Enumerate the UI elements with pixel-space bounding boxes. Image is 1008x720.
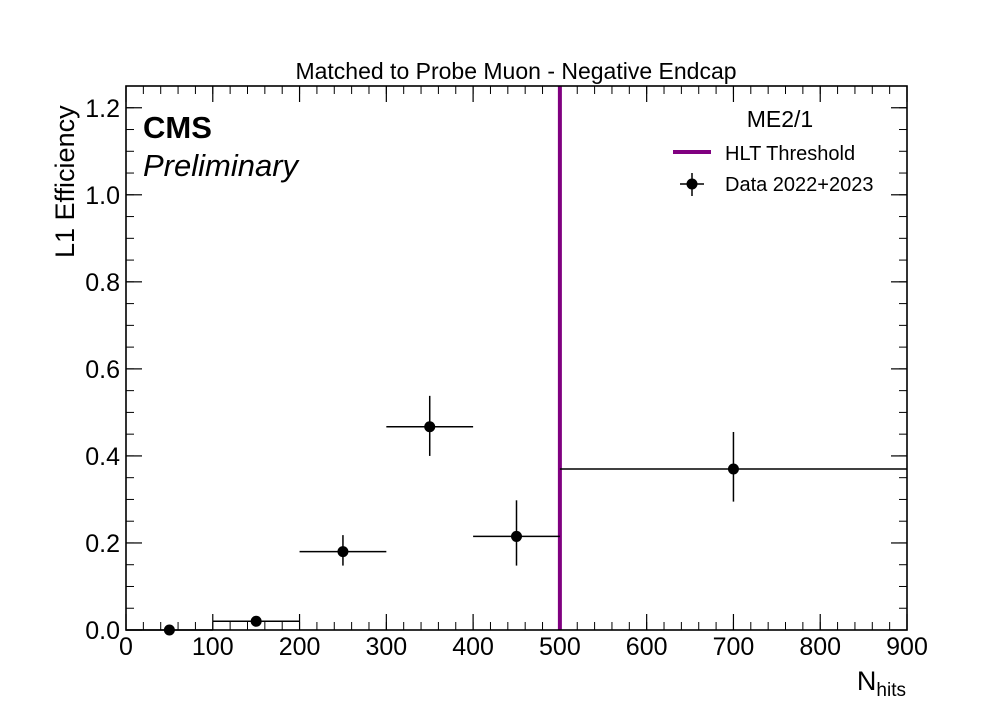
preliminary-label: Preliminary: [143, 148, 301, 183]
data-point: [473, 500, 560, 566]
x-tick-label: 500: [539, 633, 581, 661]
y-tick-labels: 0.0 0.2 0.4 0.6 0.8 1.0 1.2: [85, 95, 120, 645]
legend-data-label: Data 2022+2023: [725, 174, 873, 196]
data-point: [386, 395, 474, 456]
y-tick-label: 0.6: [85, 356, 120, 384]
chart-title: Matched to Probe Muon - Negative Endcap: [295, 58, 736, 84]
data-marker: [727, 463, 739, 475]
x-axis-label-sub: hits: [876, 680, 906, 701]
plot-frame: [125, 85, 908, 631]
legend: ME2/1 HLT Threshold Data 2022+2023: [673, 106, 873, 196]
legend-data-swatch-marker: [686, 178, 698, 190]
data-point: [559, 431, 907, 502]
x-axis-label: Nhits: [857, 666, 906, 701]
x-tick-label: 0: [119, 633, 133, 661]
data-points: [126, 395, 907, 636]
data-marker: [250, 615, 262, 627]
y-tick-label: 0.2: [85, 530, 120, 558]
x-tick-labels: 0 100 200 300 400 500 600 700 800 900: [119, 633, 928, 661]
x-tick-label: 300: [365, 633, 407, 661]
cms-label: CMS: [143, 110, 212, 145]
legend-threshold-label: HLT Threshold: [725, 143, 855, 165]
y-axis-label: L1 Efficiency: [50, 105, 80, 258]
y-tick-label: 1.0: [85, 182, 120, 210]
data-marker: [424, 421, 436, 433]
x-tick-label: 400: [452, 633, 494, 661]
y-tick-label: 0.8: [85, 269, 120, 297]
data-point: [299, 535, 387, 566]
x-axis-label-main: N: [857, 666, 877, 696]
x-tick-label: 100: [192, 633, 234, 661]
x-tick-label: 200: [279, 633, 321, 661]
x-tick-label: 800: [799, 633, 841, 661]
legend-data-swatch: [680, 173, 704, 196]
legend-title: ME2/1: [747, 106, 813, 132]
data-point: [212, 615, 300, 627]
x-tick-label: 600: [626, 633, 668, 661]
data-marker: [337, 546, 349, 558]
x-tick-label: 900: [886, 633, 928, 661]
y-tick-label: 0.4: [85, 443, 120, 471]
y-tick-label: 1.2: [85, 95, 120, 123]
x-tick-label: 700: [713, 633, 755, 661]
data-marker: [511, 530, 522, 542]
y-tick-label: 0.0: [85, 617, 120, 645]
